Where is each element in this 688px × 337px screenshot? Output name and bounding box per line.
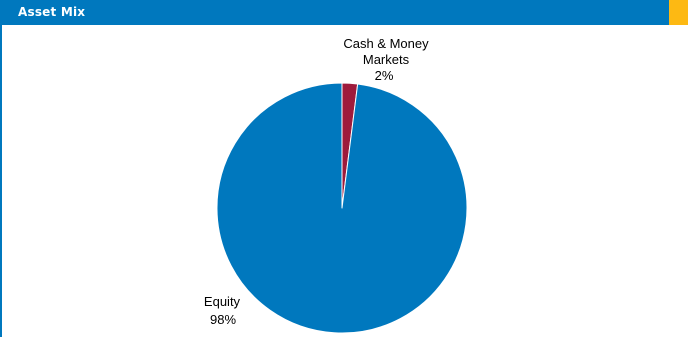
equity-slice-label: Equity 98% [204,294,241,327]
cash-percent-label: 2% [375,68,394,83]
pie-slice-equity [216,82,468,334]
equity-percent-label: 98% [210,312,236,327]
panel-left-border [0,25,2,337]
header-accent-block [669,0,688,25]
equity-label-line-1: Equity [204,294,241,309]
cash-label-line-2: Markets [363,52,410,67]
cash-label-line-1: Cash & Money [343,36,429,51]
panel-header: Asset Mix [0,0,688,25]
cash-slice-label: Cash & Money Markets 2% [343,36,429,83]
panel-title: Asset Mix [18,5,86,19]
pie-slices [216,82,468,334]
